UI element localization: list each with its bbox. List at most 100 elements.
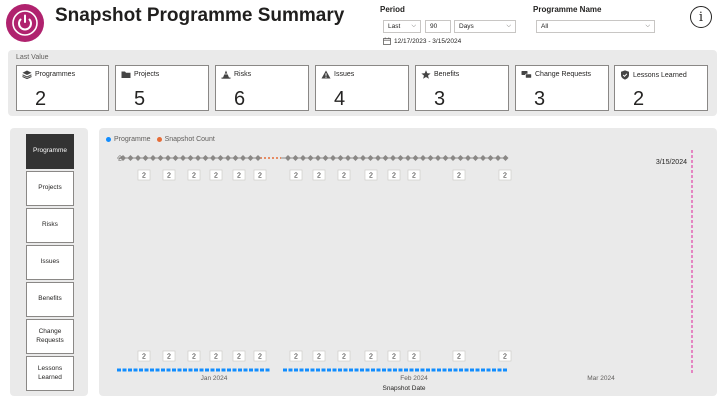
data-label-box [387, 169, 401, 181]
data-label: 2 [214, 354, 218, 361]
programme-value: All [541, 23, 549, 30]
data-label: 2 [237, 354, 241, 361]
period-mode-value: Last [388, 23, 401, 30]
timeline-diamond [472, 155, 479, 161]
nav-button-benefits[interactable]: Benefits [26, 282, 74, 317]
timeline-diamond [405, 155, 411, 161]
data-label: 2 [237, 173, 241, 180]
period-label: Period [380, 5, 405, 14]
timeline-diamond [382, 155, 389, 161]
kpi-value: 6 [234, 88, 246, 110]
timeline-diamond [247, 155, 254, 161]
timeline-diamond [367, 155, 374, 161]
x-tick-label: Feb 2024 [400, 375, 428, 382]
data-label-box [337, 350, 351, 362]
kpi-value: 5 [134, 88, 146, 110]
data-label-box [289, 350, 303, 362]
star-icon [421, 70, 431, 79]
change-icon [521, 71, 532, 79]
data-label-box [452, 169, 466, 181]
nav-button-programme[interactable]: Programme [26, 134, 74, 169]
data-label-box [209, 350, 223, 362]
date-range: 12/17/2023 - 3/15/2024 [383, 37, 461, 45]
chevron-down-icon: ⌵ [506, 23, 511, 29]
data-label: 2 [192, 173, 196, 180]
timeline-diamond [412, 155, 419, 161]
data-label: 2 [457, 354, 461, 361]
data-label-box [407, 350, 421, 362]
info-button[interactable]: i [690, 6, 712, 28]
timeline-diamond [157, 155, 164, 161]
kpi-value: 2 [35, 88, 47, 110]
data-label-box [312, 350, 326, 362]
timeline-diamond [337, 155, 344, 161]
timeline-diamond [397, 155, 404, 161]
legend-label-snapshot: Snapshot Count [164, 136, 215, 143]
kpi-label: Issues [334, 71, 355, 78]
data-label-box [364, 169, 378, 181]
nav-panel: Programme Projects Risks Issues Benefits… [10, 128, 88, 396]
kpi-label: Lessons Learned [633, 71, 687, 79]
kpi-card-benefits: Benefits 3 [415, 65, 509, 111]
kpi-label: Risks [234, 71, 252, 78]
data-label-box [364, 350, 378, 362]
timeline-diamond [307, 155, 314, 161]
data-label: 2 [167, 173, 171, 180]
cone-icon [221, 70, 231, 79]
nav-button-lessons-learned[interactable]: Lessons Learned [26, 356, 74, 391]
timeline-diamond [420, 155, 426, 161]
chevron-down-icon: ⌵ [411, 23, 416, 29]
period-mode-dropdown[interactable]: Last ⌵ [383, 20, 421, 33]
timeline-diamond [135, 155, 141, 161]
period-count-value: 90 [430, 23, 438, 30]
data-label: 2 [369, 173, 373, 180]
data-label: 2 [294, 173, 298, 180]
nav-button-issues[interactable]: Issues [26, 245, 74, 280]
data-label: 2 [369, 354, 373, 361]
timeline-diamond [225, 155, 231, 161]
timeline-diamond [435, 155, 441, 161]
data-label: 2 [457, 173, 461, 180]
timeline-diamond [217, 155, 224, 161]
data-label-box [387, 350, 401, 362]
period-unit-value: Days [459, 23, 474, 30]
data-label-box [498, 169, 512, 181]
timeline-diamond [187, 155, 194, 161]
timeline-diamond [457, 155, 464, 161]
data-label: 2 [294, 354, 298, 361]
data-label: 2 [392, 173, 396, 180]
programme-dropdown[interactable]: All ⌵ [536, 20, 655, 33]
timeline-diamond [240, 155, 246, 161]
timeline-diamond [442, 155, 449, 161]
legend-dot-snapshot [156, 137, 162, 142]
shield-check-icon [621, 70, 629, 80]
data-label: 2 [342, 173, 346, 180]
timeline-start-label: 2 [118, 156, 122, 163]
timeline-chart[interactable]: 2 2 2 2 2 2 2 2 2 2 2 2 2 2 2 2 2 2 2 2 2 2 2 2 2 2 2 2 2 Jan 2024 Feb… [99, 128, 717, 396]
nav-button-risks[interactable]: Risks [26, 208, 74, 243]
data-label: 2 [317, 173, 321, 180]
data-label: 2 [258, 354, 262, 361]
data-label-box [137, 169, 151, 181]
kpi-value: 4 [334, 88, 346, 110]
nav-button-projects[interactable]: Projects [26, 171, 74, 206]
period-count-input[interactable]: 90 [425, 20, 451, 33]
timeline-diamond [480, 155, 486, 161]
timeline-diamond [315, 155, 321, 161]
data-label: 2 [167, 354, 171, 361]
legend-label-programme: Programme [114, 136, 151, 143]
power-icon [12, 10, 38, 36]
timeline-diamond [127, 155, 134, 161]
kpi-section-label: Last Value [16, 54, 49, 61]
period-unit-dropdown[interactable]: Days ⌵ [454, 20, 516, 33]
timeline-diamond [180, 155, 186, 161]
folder-icon [121, 71, 131, 78]
date-range-text: 12/17/2023 - 3/15/2024 [394, 37, 462, 45]
kpi-value: 3 [534, 88, 546, 110]
timeline-diamond [202, 155, 209, 161]
timeline-diamond [390, 155, 396, 161]
kpi-label: Programmes [35, 71, 76, 78]
data-label: 2 [192, 354, 196, 361]
timeline-diamond [352, 155, 359, 161]
nav-button-change-requests[interactable]: Change Requests [26, 319, 74, 354]
